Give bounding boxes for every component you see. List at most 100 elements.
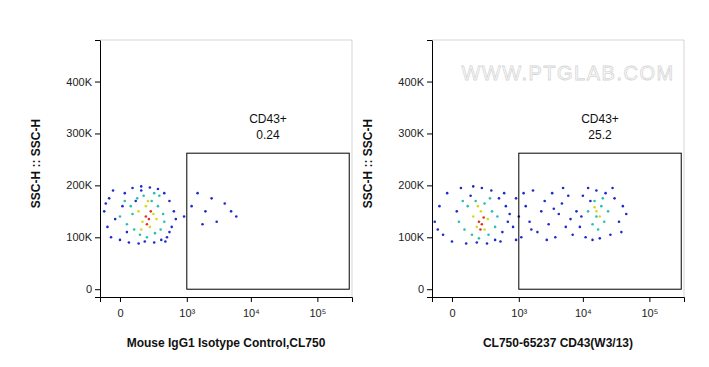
event-point [600, 205, 603, 208]
event-point [593, 200, 596, 203]
tick: 0 [117, 297, 123, 319]
event-point [196, 192, 199, 195]
event-point [591, 223, 594, 226]
axis-line [427, 41, 433, 298]
event-point [146, 223, 149, 226]
event-point [108, 197, 111, 200]
event-point [451, 240, 454, 243]
event-point [530, 228, 533, 231]
tick-label: 10⁵ [641, 307, 658, 319]
event-point [149, 226, 152, 229]
panel: 010³10⁴10⁵0100K200K300K400KCD43+0.24Mous… [29, 40, 353, 350]
event-point [442, 233, 445, 236]
event-point [478, 237, 481, 240]
event-point [183, 215, 186, 218]
event-point [146, 236, 149, 239]
event-point [121, 205, 124, 208]
tick-mark [187, 297, 188, 302]
event-point [505, 205, 508, 208]
event-point [486, 218, 489, 221]
tick-label: 100K [398, 231, 424, 243]
event-point [480, 210, 483, 213]
event-point [571, 233, 574, 236]
event-point [489, 197, 492, 200]
event-point [150, 200, 153, 203]
event-point [235, 215, 238, 218]
tick: 0 [86, 283, 100, 295]
event-point [175, 218, 178, 221]
event-point [173, 210, 176, 213]
tick-mark [452, 297, 453, 302]
tick-label: 10⁴ [575, 307, 592, 319]
event-point [153, 192, 156, 195]
event-point [119, 215, 122, 218]
event-point [145, 205, 148, 208]
event-point [532, 189, 535, 192]
event-point [145, 215, 148, 218]
tick-mark [95, 185, 100, 186]
event-point [536, 231, 539, 234]
event-point [463, 228, 466, 231]
tick-mark [649, 297, 650, 302]
tick-label: 10⁵ [309, 307, 326, 319]
event-point [131, 213, 134, 216]
tick: 10³ [179, 297, 195, 319]
event-point [595, 189, 598, 192]
tick: 10⁴ [243, 297, 260, 319]
event-point [597, 228, 600, 231]
event-point [483, 202, 486, 205]
event-point [613, 197, 616, 200]
event-point [494, 239, 497, 242]
event-point [587, 210, 590, 213]
event-point [160, 239, 163, 242]
tick-mark [120, 297, 121, 302]
event-point [152, 213, 155, 216]
event-point [598, 237, 601, 240]
event-point [460, 187, 463, 190]
event-point [545, 239, 548, 242]
axis-line [101, 298, 353, 303]
event-point [147, 200, 150, 203]
event-point [168, 200, 171, 203]
event-point [123, 192, 126, 195]
tick-label: 100K [66, 231, 92, 243]
event-point [552, 207, 555, 210]
event-point [157, 188, 160, 191]
event-point [149, 210, 152, 213]
tick-mark [427, 185, 432, 186]
y-axis: 0100K200K300K400K [66, 41, 100, 298]
y-axis: 0100K200K300K400K [398, 41, 432, 298]
event-point [433, 220, 436, 223]
event-point [554, 236, 557, 239]
event-point [119, 239, 122, 242]
event-point [494, 226, 497, 229]
event-point [137, 242, 140, 245]
event-point [575, 210, 578, 213]
tick-label: 0 [449, 307, 455, 319]
event-point [469, 194, 472, 197]
event-point [190, 205, 193, 208]
event-point [164, 240, 167, 243]
event-point [620, 231, 623, 234]
event-point [223, 202, 226, 205]
tick-label: 0 [418, 283, 424, 295]
event-point [569, 218, 572, 221]
tick-label: 200K [66, 179, 92, 191]
event-point [201, 223, 204, 226]
tick-mark [95, 82, 100, 83]
event-point [486, 242, 489, 245]
gate [187, 153, 349, 289]
event-point [157, 205, 160, 208]
event-point [140, 185, 143, 188]
event-point [561, 202, 564, 205]
tick-mark [95, 237, 100, 238]
event-point [140, 189, 143, 192]
event-point [472, 185, 475, 188]
x-axis: 010³10⁴10⁵ [433, 297, 685, 319]
event-point [507, 220, 510, 223]
event-point [487, 233, 490, 236]
tick-mark [427, 133, 432, 134]
frame [100, 40, 352, 41]
event-point [508, 213, 511, 216]
event-point [142, 194, 145, 197]
